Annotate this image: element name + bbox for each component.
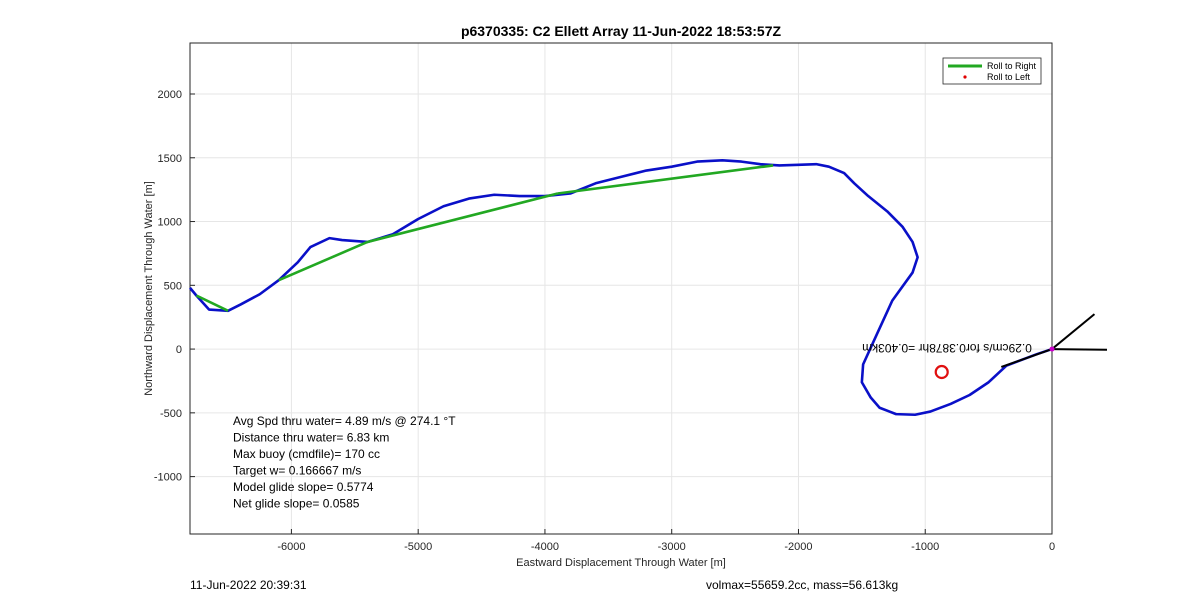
current-arrow-head [1051,313,1096,350]
current-label: 0.29cm/s for0.3878hr =0.403km [862,341,1032,355]
x-axis-label: Eastward Displacement Through Water [m] [516,557,726,569]
target-circle [934,364,949,380]
x-tick-label: -6000 [277,541,305,553]
y-axis-label: Northward Displacement Through Water [m] [143,181,155,396]
stats-line: Distance thru water= 6.83 km [233,431,389,445]
x-tick-label: -2000 [784,541,812,553]
y-tick-label: -500 [160,408,182,420]
y-tick-label: 2000 [158,89,182,101]
track-line [188,159,1053,417]
legend-roll-right-label: Roll to Right [987,61,1037,71]
current-arrow-head [1051,348,1108,351]
y-tick-label: -1000 [154,472,182,484]
grid-lines [190,43,1053,534]
stats-line: Avg Spd thru water= 4.89 m/s @ 274.1 °T [233,414,456,428]
x-tick-label: 0 [1049,541,1055,553]
series-layer [188,159,1053,417]
x-tick-label: -3000 [658,541,686,553]
stats-line: Target w= 0.166667 m/s [233,464,361,478]
footer-volmax-mass: volmax=55659.2cc, mass=56.613kg [706,578,899,592]
end-marker [1049,346,1055,352]
x-tick-label: -1000 [911,541,939,553]
y-tick-label: 500 [164,280,182,292]
footer-timestamp: 11-Jun-2022 20:39:31 [190,578,307,592]
y-tick-label: 0 [176,344,182,356]
annotation-layer [934,313,1108,380]
y-tick-label: 1000 [158,217,182,229]
stats-line: Net glide slope= 0.0585 [233,497,360,511]
roll-right-segment [367,192,558,244]
x-tick-label: -5000 [404,541,432,553]
roll-right-segment [557,164,774,195]
y-tick-label: 1500 [158,153,182,165]
roll-right-segment [278,240,368,282]
legend-box [942,57,1042,85]
chart-title: p6370335: C2 Ellett Array 11-Jun-2022 18… [461,23,782,39]
stats-line: Model glide slope= 0.5774 [233,480,374,494]
legend-roll-left-label: Roll to Left [987,72,1031,82]
x-tick-label: -4000 [531,541,559,553]
current-arrow-shaft [1000,348,1053,368]
roll-right-segment [195,294,229,312]
stats-annotation: Avg Spd thru water= 4.89 m/s @ 274.1 °T D… [233,414,456,511]
legend-roll-left-swatch [963,75,967,79]
axis-ticks: -6000 -5000 -4000 -3000 -2000 -1000 0-1000-500… [154,89,1055,553]
stats-line: Max buoy (cmdfile)= 170 cc [233,447,380,461]
